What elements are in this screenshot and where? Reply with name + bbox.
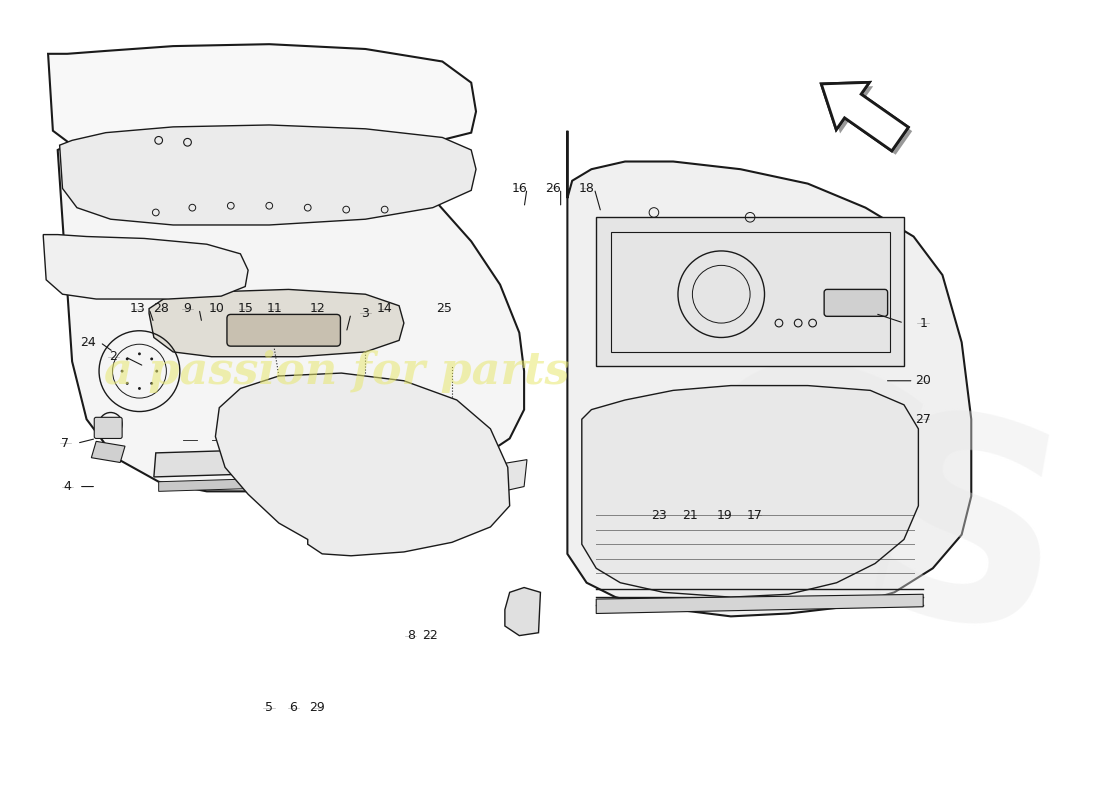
- Circle shape: [155, 370, 158, 373]
- Text: 27: 27: [915, 413, 931, 426]
- Text: 29: 29: [309, 702, 326, 714]
- Text: 20: 20: [915, 374, 931, 387]
- Text: 5: 5: [265, 702, 273, 714]
- Circle shape: [125, 382, 129, 385]
- Text: 4: 4: [64, 480, 72, 493]
- Text: 26: 26: [546, 182, 561, 195]
- Text: 16: 16: [512, 182, 527, 195]
- Polygon shape: [150, 290, 404, 357]
- Text: 22: 22: [422, 629, 438, 642]
- FancyBboxPatch shape: [227, 314, 340, 346]
- Text: 23: 23: [651, 509, 667, 522]
- Polygon shape: [568, 130, 971, 616]
- Polygon shape: [48, 44, 476, 154]
- Polygon shape: [481, 460, 527, 496]
- Polygon shape: [505, 587, 540, 636]
- Polygon shape: [158, 472, 473, 491]
- Text: 3: 3: [362, 307, 370, 320]
- Text: 8: 8: [407, 629, 415, 642]
- Text: 28: 28: [154, 302, 169, 315]
- Polygon shape: [154, 443, 473, 477]
- Text: 19: 19: [716, 509, 732, 522]
- Text: 12: 12: [309, 302, 326, 315]
- Circle shape: [151, 358, 153, 360]
- Text: 17: 17: [747, 509, 762, 522]
- Polygon shape: [59, 125, 476, 225]
- Text: 6: 6: [289, 702, 297, 714]
- Circle shape: [125, 358, 129, 360]
- Text: S: S: [839, 394, 1084, 694]
- Text: 18: 18: [579, 182, 595, 195]
- Circle shape: [138, 387, 141, 390]
- Polygon shape: [596, 218, 904, 366]
- Text: 2: 2: [110, 350, 118, 363]
- Polygon shape: [822, 82, 909, 151]
- Text: 11: 11: [266, 302, 282, 315]
- Circle shape: [138, 352, 141, 355]
- Text: 10: 10: [208, 302, 224, 315]
- Text: a passion for parts: a passion for parts: [103, 350, 570, 393]
- Text: 1: 1: [920, 317, 927, 330]
- Text: 24: 24: [80, 336, 97, 349]
- Polygon shape: [91, 442, 125, 462]
- Text: 7: 7: [62, 437, 69, 450]
- Text: 13: 13: [130, 302, 145, 315]
- Text: 25: 25: [437, 302, 452, 315]
- FancyBboxPatch shape: [824, 290, 888, 316]
- Text: 21: 21: [683, 509, 698, 522]
- Text: 14: 14: [377, 302, 393, 315]
- Polygon shape: [43, 234, 249, 299]
- Text: 15: 15: [238, 302, 253, 315]
- Text: G: G: [639, 330, 958, 682]
- Text: 9: 9: [184, 302, 191, 315]
- Polygon shape: [216, 373, 509, 556]
- Polygon shape: [825, 86, 912, 154]
- Circle shape: [151, 382, 153, 385]
- FancyBboxPatch shape: [95, 418, 122, 438]
- Polygon shape: [57, 121, 524, 491]
- Polygon shape: [596, 594, 923, 614]
- Polygon shape: [582, 386, 918, 597]
- Circle shape: [121, 370, 123, 373]
